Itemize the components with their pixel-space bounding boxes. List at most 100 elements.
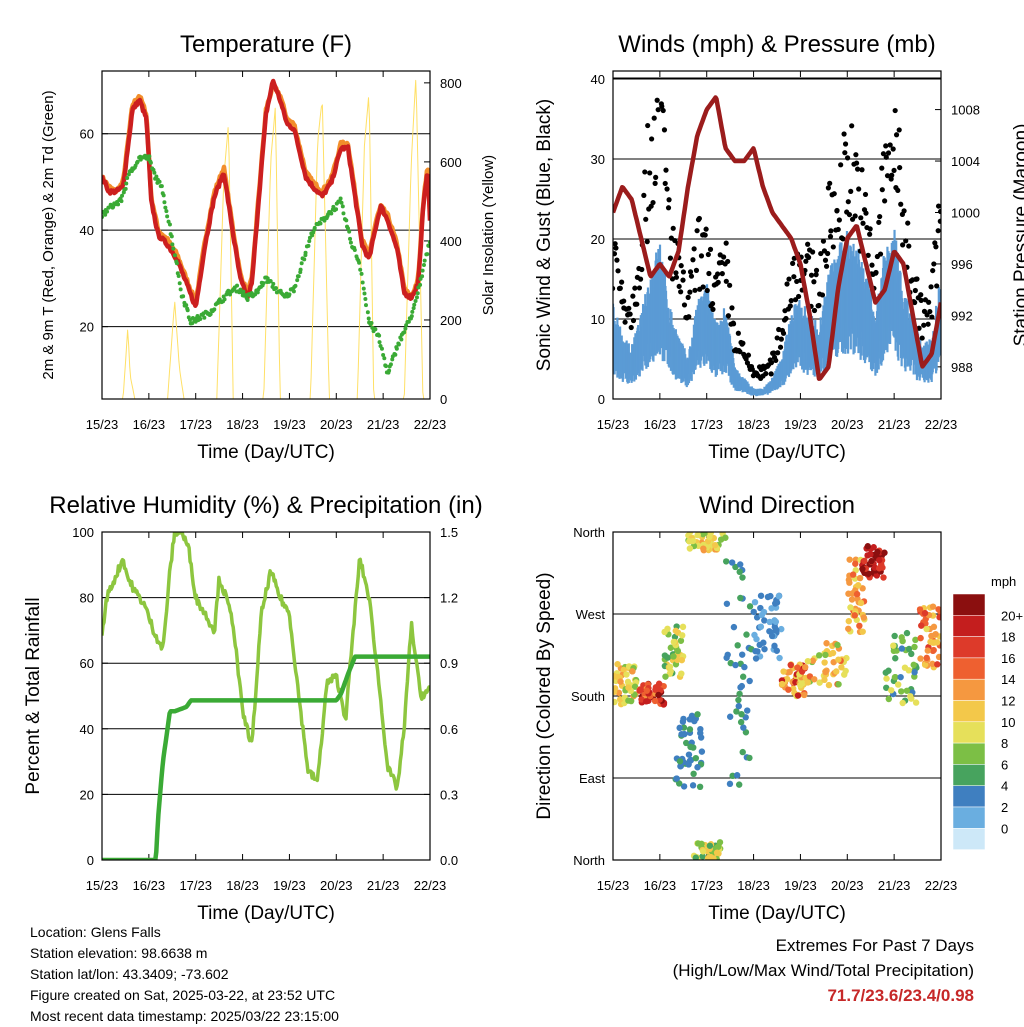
data-point xyxy=(198,317,203,322)
data-point xyxy=(879,165,885,171)
direction-point xyxy=(864,543,871,550)
data-point xyxy=(673,274,680,280)
direction-point xyxy=(933,639,941,646)
data-point xyxy=(903,238,909,244)
direction-point xyxy=(921,661,929,668)
direction-point xyxy=(744,707,751,714)
data-point xyxy=(879,187,885,193)
data-point xyxy=(827,180,833,186)
direction-point xyxy=(859,565,866,573)
direction-point xyxy=(753,614,761,621)
data-point xyxy=(125,176,130,181)
direction-point xyxy=(911,643,918,651)
x-tick-label: 17/23 xyxy=(179,878,212,893)
data-point xyxy=(827,233,834,240)
data-point xyxy=(918,297,924,303)
direction-point xyxy=(891,674,899,681)
direction-point xyxy=(694,532,701,539)
direction-point xyxy=(822,651,829,659)
data-point xyxy=(786,276,792,282)
direction-point xyxy=(885,667,892,674)
data-point xyxy=(666,197,672,203)
y-right-tick-label: 400 xyxy=(440,234,462,249)
data-point xyxy=(678,263,684,269)
data-point xyxy=(696,215,702,222)
direction-point xyxy=(679,632,686,639)
data-point xyxy=(298,267,303,272)
data-point xyxy=(822,257,829,263)
direction-point xyxy=(692,754,700,762)
y-axis-label: Percent & Total Rainfall xyxy=(23,597,44,794)
direction-point xyxy=(923,625,930,633)
y-right-tick-label: 1.2 xyxy=(440,591,458,606)
data-point xyxy=(302,257,307,262)
data-point xyxy=(362,291,367,296)
direction-point xyxy=(733,772,741,779)
direction-point xyxy=(614,660,621,668)
direction-point xyxy=(664,625,671,633)
data-point xyxy=(649,136,655,142)
data-point xyxy=(287,292,292,297)
direction-point xyxy=(917,634,924,642)
data-point xyxy=(926,299,932,305)
y-tick-label: 80 xyxy=(80,591,94,606)
direction-point xyxy=(833,668,840,675)
direction-point xyxy=(859,628,866,635)
colorbar-swatch xyxy=(952,828,986,850)
y-tick-label: 60 xyxy=(80,127,94,142)
data-point xyxy=(329,211,334,216)
y-tick-label: 60 xyxy=(80,656,94,671)
colorbar-swatch xyxy=(952,764,986,786)
direction-point xyxy=(892,655,899,662)
data-point xyxy=(818,250,824,257)
direction-point xyxy=(852,560,859,567)
data-point xyxy=(813,272,819,278)
direction-point xyxy=(905,645,913,653)
direction-point xyxy=(849,571,857,578)
data-point xyxy=(921,322,927,328)
data-point xyxy=(912,287,918,294)
data-point xyxy=(935,228,941,234)
direction-point xyxy=(735,781,743,788)
data-point xyxy=(124,181,129,186)
direction-point xyxy=(856,622,863,630)
data-point xyxy=(729,305,735,311)
plot-area xyxy=(613,95,941,397)
direction-point xyxy=(845,625,852,632)
direction-point xyxy=(685,751,693,758)
direction-point xyxy=(677,637,685,644)
x-tick-label: 18/23 xyxy=(737,878,770,893)
data-point xyxy=(655,107,661,113)
data-point xyxy=(614,257,620,263)
direction-point xyxy=(881,549,888,556)
data-point xyxy=(835,226,841,233)
direction-point xyxy=(741,663,748,671)
data-point xyxy=(169,234,174,239)
plot-frame xyxy=(101,70,431,400)
data-point xyxy=(421,263,426,268)
y-tick-label: 30 xyxy=(591,152,605,167)
data-point xyxy=(719,271,725,277)
direction-point xyxy=(921,609,929,617)
data-point xyxy=(896,127,902,133)
x-tick-label: 19/23 xyxy=(784,878,817,893)
direction-point xyxy=(916,606,924,613)
direction-point xyxy=(880,574,887,581)
x-axis-label: Time (Day/UTC) xyxy=(708,903,846,924)
direction-point xyxy=(732,563,739,571)
extremes-box: Extremes For Past 7 Days (High/Low/Max W… xyxy=(673,933,974,1008)
direction-point xyxy=(678,730,685,738)
direction-point xyxy=(764,593,772,601)
data-point xyxy=(659,103,665,109)
data-point xyxy=(858,215,864,221)
recent-text: Most recent data timestamp: 2025/03/22 2… xyxy=(30,1008,339,1024)
direction-point xyxy=(754,648,761,655)
y-tick-label: 100 xyxy=(72,525,94,540)
data-point xyxy=(927,308,933,315)
data-point xyxy=(678,289,684,295)
data-point xyxy=(394,346,399,351)
direction-point xyxy=(736,568,743,576)
plot-frame xyxy=(612,70,942,400)
x-tick-label: 17/23 xyxy=(690,417,723,432)
direction-point xyxy=(830,658,837,666)
